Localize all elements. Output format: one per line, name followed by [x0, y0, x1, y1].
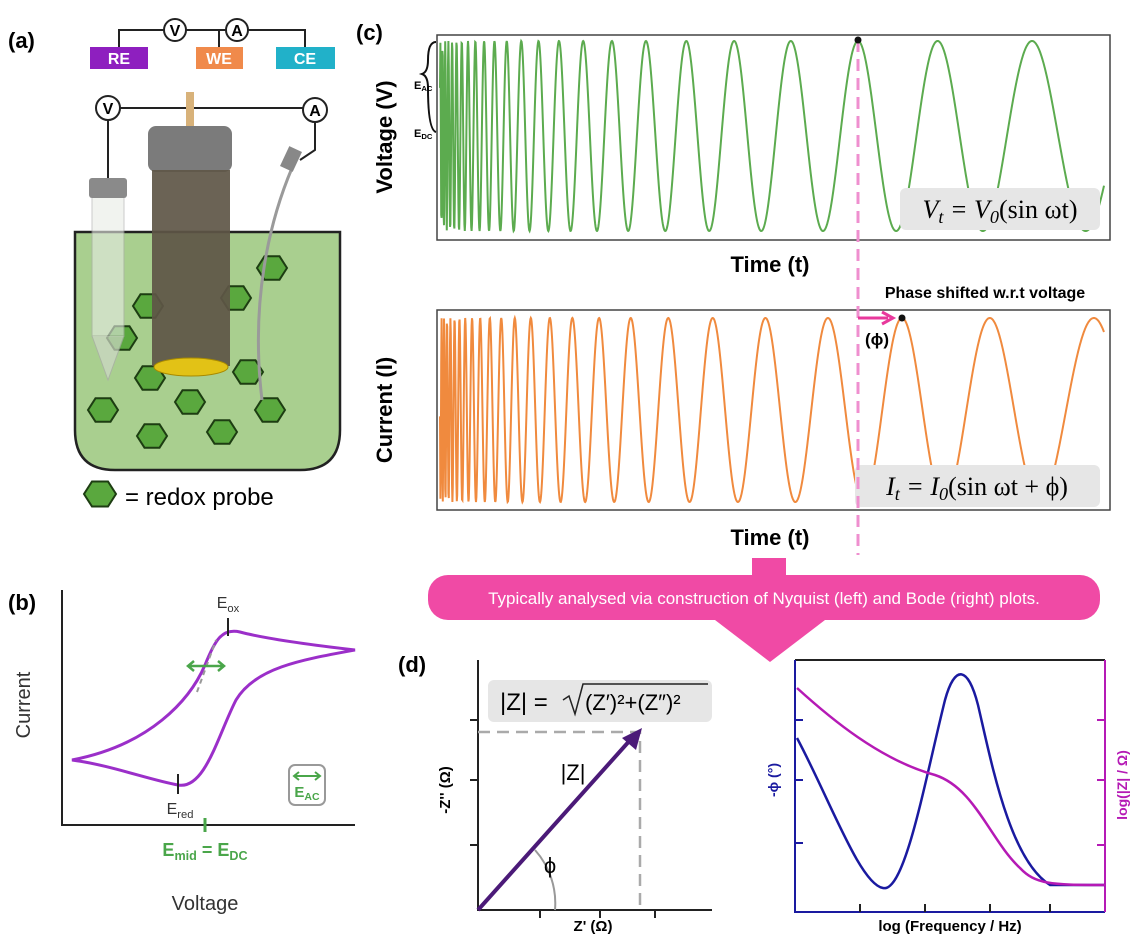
- banner-arrow: [715, 620, 825, 662]
- peak-dot: [855, 37, 862, 44]
- panel-label: (c): [356, 20, 383, 45]
- peak-dot: [899, 315, 906, 322]
- bode-left-title: -ϕ (°): [765, 763, 781, 797]
- impedance-curve: [797, 688, 1105, 885]
- bode-right-title: log(|Z| / Ω): [1114, 750, 1130, 820]
- circuit-top: [119, 19, 305, 47]
- reference-cap: [89, 178, 127, 198]
- e-mid: Emid = EDC: [162, 840, 247, 863]
- meter: A: [309, 103, 321, 120]
- banner-text: Typically analysed via construction of N…: [488, 589, 1040, 608]
- hexagon: [84, 482, 116, 507]
- counter-cap: [280, 146, 302, 172]
- formula-radicand: (Z′)²+(Z″)²: [585, 690, 681, 715]
- phase-curve: [797, 674, 1105, 888]
- cv-curve: [72, 631, 355, 785]
- electrode-surface: [154, 358, 228, 376]
- hexagon: [207, 420, 237, 443]
- bode-x-ticks: [860, 904, 1050, 912]
- panel-label: (d): [398, 652, 426, 677]
- phase-symbol: (ϕ): [865, 330, 889, 349]
- hexagon: [88, 398, 118, 421]
- hexagon: [255, 398, 285, 421]
- bode-left-axis: [795, 660, 1105, 912]
- ce-label: CE: [294, 51, 317, 68]
- we-rod: [186, 92, 194, 128]
- formula-lhs: |Z| =: [500, 689, 548, 716]
- y-axis-title: Current (I): [372, 357, 397, 463]
- z-vector: [478, 738, 632, 910]
- meter: V: [170, 23, 181, 40]
- y-axis-title: -Z'' (Ω): [437, 766, 454, 813]
- legend-hexagon: [84, 482, 116, 507]
- phase-note: Phase shifted w.r.t voltage: [885, 285, 1085, 302]
- x-axis-title: Time (t): [730, 525, 809, 550]
- re-label: RE: [108, 51, 131, 68]
- y-axis-title: Current: [13, 671, 35, 738]
- we-cap: [148, 126, 232, 172]
- legend-text: = redox probe: [125, 484, 274, 511]
- x-axis-title: Z' (Ω): [574, 918, 613, 935]
- hexagon: [175, 390, 205, 413]
- voltage-equation: Vt = V0(sin ωt): [923, 195, 1078, 227]
- phi-label: ϕ: [544, 853, 556, 878]
- bode-x-title: log (Frequency / Hz): [878, 918, 1021, 935]
- x-axis-title: Time (t): [730, 252, 809, 277]
- panel-label: (a): [8, 28, 35, 53]
- x-axis-title: Voltage: [172, 893, 239, 915]
- we-label: WE: [206, 51, 232, 68]
- e-ox: Eox: [217, 595, 240, 615]
- y-axis-title: Voltage (V): [372, 80, 397, 193]
- bode-right-ticks: [1097, 720, 1105, 845]
- meter: V: [103, 101, 114, 118]
- bracket-dc: EDC: [414, 128, 433, 141]
- z-label: |Z|: [561, 760, 586, 785]
- meter: A: [231, 23, 243, 40]
- e-red: Ered: [167, 801, 194, 821]
- bracket-ac: EAC: [414, 80, 433, 93]
- working-electrode: [152, 170, 230, 366]
- hexagon: [137, 424, 167, 447]
- current-equation: It = I0(sin ωt + ϕ): [885, 472, 1068, 504]
- figure: (a) V A RE WE CE V A = redox probe (b) C…: [0, 0, 1140, 935]
- panel-label: (b): [8, 590, 36, 615]
- reference-electrode: [92, 196, 124, 336]
